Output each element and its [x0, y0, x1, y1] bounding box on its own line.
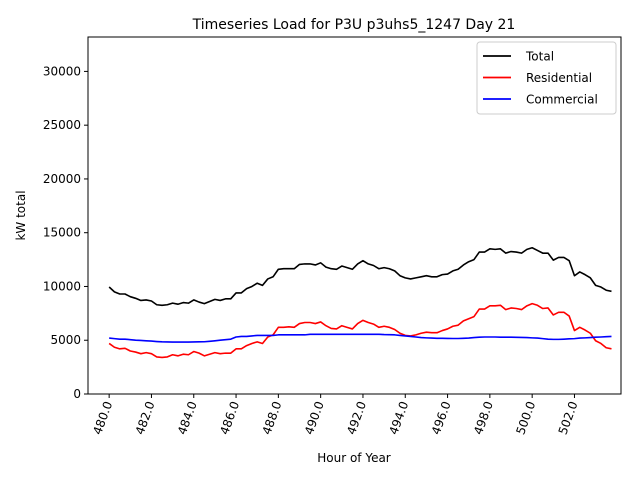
- y-tick-label: 30000: [43, 64, 81, 78]
- legend-label-commercial: Commercial: [526, 93, 598, 107]
- y-tick-label: 0: [73, 387, 81, 401]
- y-tick-label: 5000: [50, 333, 81, 347]
- plot-frame: [87, 36, 622, 395]
- series-layer: [108, 246, 612, 359]
- y-axis-label: kW total: [14, 190, 28, 240]
- series-line-total: [108, 246, 612, 307]
- y-tick-label: 20000: [43, 172, 81, 186]
- y-axis: 0 5000 10000 15000 20000 25000 30000: [43, 64, 88, 401]
- series-line-residential: [108, 302, 612, 359]
- legend: Total Residential Commercial: [476, 41, 617, 115]
- legend-box: [476, 41, 617, 115]
- legend-label-total: Total: [525, 50, 554, 64]
- y-tick-label: 15000: [43, 226, 81, 240]
- x-axis-label: Hour of Year: [317, 451, 391, 465]
- chart-title: Timeseries Load for P3U p3uhs5_1247 Day …: [192, 17, 516, 33]
- y-tick-label: 10000: [43, 279, 81, 293]
- series-line-commercial: [109, 333, 612, 343]
- y-tick-label: 25000: [43, 118, 81, 132]
- legend-label-residential: Residential: [526, 71, 592, 85]
